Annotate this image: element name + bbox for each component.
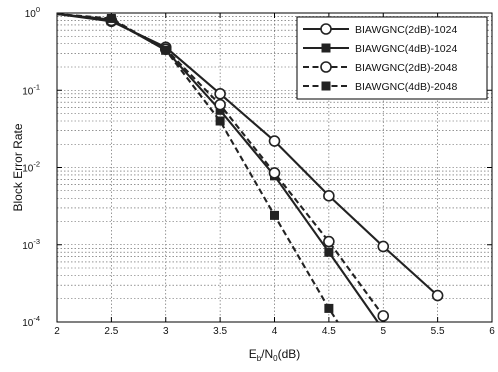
y-tick-label: 10-1 — [22, 82, 40, 97]
legend-label: BIAWGNC(4dB)-1024 — [355, 43, 457, 55]
data-point — [106, 13, 116, 23]
data-point — [324, 303, 334, 313]
data-point — [214, 98, 226, 111]
axis-ticks — [56, 12, 493, 323]
y-tick-label: 10-4 — [22, 314, 40, 329]
legend-item: BIAWGNC(4dB)-1024 — [303, 43, 457, 55]
legend-label: BIAWGNC(2dB)-1024 — [355, 24, 457, 36]
data-point — [323, 190, 335, 202]
x-tick-label: 2.5 — [104, 326, 118, 337]
x-tick-label: 3 — [163, 326, 169, 337]
legend-item: BIAWGNC(4dB)-2048 — [303, 81, 457, 93]
series-line — [56, 12, 339, 323]
series-layer — [56, 12, 444, 323]
legend-item: BIAWGNC(2dB)-2048 — [303, 61, 457, 74]
series-4 — [56, 12, 339, 323]
legend: BIAWGNC(2dB)-1024 BIAWGNC(4dB)-1024 BIAWGN… — [296, 16, 488, 100]
y-tick-label: 10-3 — [22, 237, 40, 252]
data-point — [214, 87, 226, 100]
legend-marker — [321, 81, 331, 91]
data-point — [377, 310, 390, 322]
x-tick-label: 3.5 — [213, 326, 227, 337]
data-point — [324, 247, 334, 257]
legend-item: BIAWGNC(2dB)-1024 — [303, 23, 457, 36]
data-point — [377, 240, 390, 253]
legend-marker — [321, 43, 331, 53]
data-point — [268, 167, 281, 179]
x-tick-label: 2 — [54, 326, 60, 337]
y-tick-label: 10-2 — [22, 160, 40, 175]
x-tick-label: 5.5 — [431, 326, 445, 337]
legend-label: BIAWGNC(4dB)-2048 — [355, 81, 457, 93]
x-tick-label: 4.5 — [322, 326, 336, 337]
data-point — [270, 210, 279, 220]
data-point — [268, 135, 281, 147]
x-tick-label: 6 — [489, 326, 495, 337]
data-point — [161, 45, 171, 55]
y-tick-labels: 100 10-1 10-2 10-3 10-4 — [22, 5, 40, 329]
x-tick-labels: 2 2.5 3 3.5 4 4.5 5 5.5 6 — [54, 326, 495, 337]
y-tick-label: 100 — [25, 5, 40, 20]
legend-label: BIAWGNC(2dB)-2048 — [355, 62, 457, 74]
data-point — [215, 116, 225, 126]
x-axis-label: Eb/N0(dB) — [249, 347, 301, 363]
x-tick-label: 5 — [380, 326, 386, 337]
y-axis-label: Block Error Rate — [11, 123, 25, 211]
legend-marker — [320, 23, 332, 35]
x-tick-label: 4 — [272, 326, 278, 337]
data-point — [431, 289, 444, 302]
data-point — [323, 235, 335, 248]
legend-marker — [320, 61, 332, 73]
